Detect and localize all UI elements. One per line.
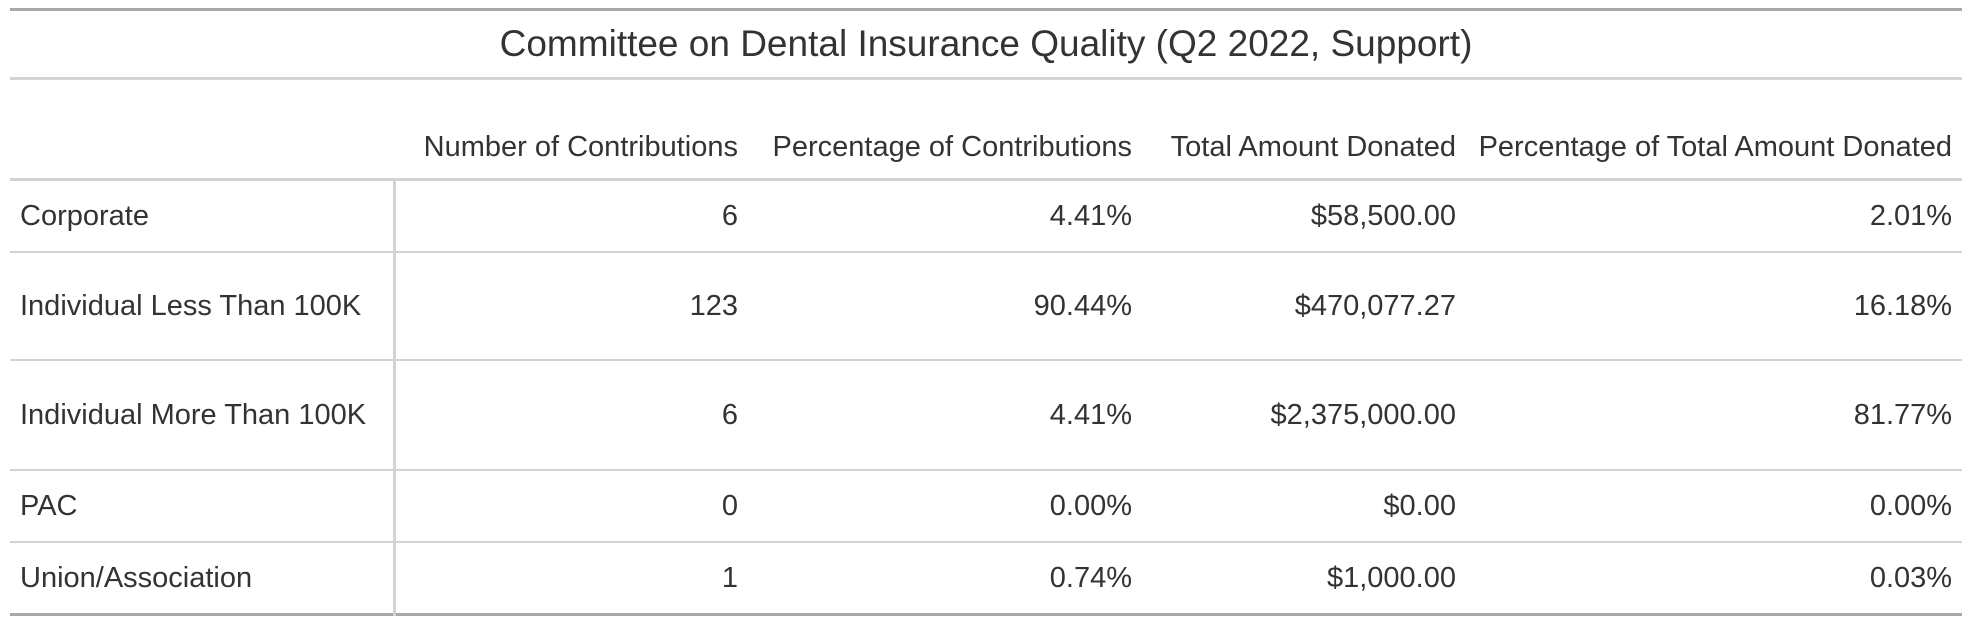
table-row: Individual More Than 100K 6 4.41% $2,375…: [10, 360, 1963, 471]
cell-amount: $2,375,000.00: [1142, 360, 1466, 471]
contributions-table-container: Committee on Dental Insurance Quality (Q…: [10, 8, 1963, 616]
cell-amount: $0.00: [1142, 470, 1466, 543]
cell-count: 123: [394, 252, 748, 361]
table-row: Corporate 6 4.41% $58,500.00 2.01%: [10, 179, 1963, 253]
cell-count: 1: [721, 561, 738, 594]
cell-count: 6: [394, 179, 748, 253]
cell-count: 6: [394, 360, 748, 471]
row-label: Corporate: [10, 179, 396, 253]
table-title: Committee on Dental Insurance Quality (Q…: [10, 9, 1963, 80]
cell-amount: $1,000.00: [1326, 561, 1456, 594]
row-label: Individual More Than 100K: [10, 360, 396, 471]
row-label: Individual Less Than 100K: [10, 252, 396, 361]
column-header-percentage-of-total-amount: Percentage of Total Amount Donated: [1466, 78, 1963, 181]
cell-pct-amount: 81.77%: [1466, 360, 1963, 471]
table-row: Individual Less Than 100K 123 90.44% $47…: [10, 252, 1963, 361]
table-row: PAC 0 0.00% $0.00 0.00%: [10, 470, 1963, 543]
cell-count: 0: [394, 470, 748, 543]
cell-amount: $58,500.00: [1142, 179, 1466, 253]
cell-pct-contributions: 4.41%: [748, 360, 1142, 471]
cell-pct-contributions: 4.41%: [748, 179, 1142, 253]
table-row: Union/Association 1 0.74% $1,000.00 0.03…: [10, 542, 1962, 615]
cell-pct-amount: 0.00%: [1466, 470, 1963, 543]
column-header-number-of-contributions: Number of Contributions: [394, 78, 748, 181]
row-label: PAC: [10, 470, 396, 543]
cell-pct-amount: 0.03%: [1869, 561, 1953, 594]
column-header-percentage-of-contributions: Percentage of Contributions: [748, 78, 1142, 181]
cell-pct-amount: 16.18%: [1466, 252, 1963, 361]
cell-amount: $470,077.27: [1142, 252, 1466, 361]
contributions-table: Committee on Dental Insurance Quality (Q…: [10, 8, 1963, 616]
cell-pct-contributions: 90.44%: [748, 252, 1142, 361]
row-label: Union/Association: [10, 542, 396, 615]
cell-pct-amount: 2.01%: [1466, 179, 1963, 253]
column-header-stub: [10, 78, 394, 181]
cell-pct-contributions: 0.00%: [748, 470, 1142, 543]
cell-pct-contributions: 0.74%: [1049, 561, 1132, 594]
column-header-total-amount-donated: Total Amount Donated: [1142, 78, 1466, 181]
